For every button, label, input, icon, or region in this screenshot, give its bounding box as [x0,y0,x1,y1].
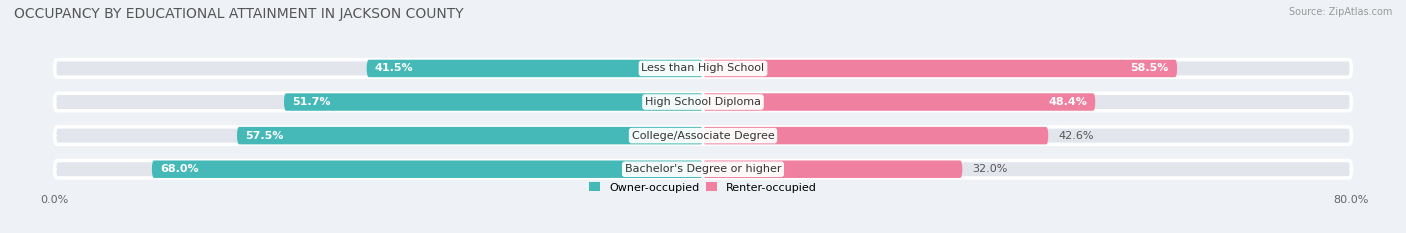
FancyBboxPatch shape [238,127,703,144]
Text: High School Diploma: High School Diploma [645,97,761,107]
Text: 42.6%: 42.6% [1057,131,1094,141]
FancyBboxPatch shape [703,161,962,178]
FancyBboxPatch shape [703,93,1095,111]
FancyBboxPatch shape [55,127,1351,144]
Legend: Owner-occupied, Renter-occupied: Owner-occupied, Renter-occupied [585,178,821,197]
Text: 48.4%: 48.4% [1049,97,1087,107]
FancyBboxPatch shape [55,161,1351,178]
Text: 51.7%: 51.7% [292,97,330,107]
Text: Bachelor's Degree or higher: Bachelor's Degree or higher [624,164,782,174]
FancyBboxPatch shape [703,127,1049,144]
FancyBboxPatch shape [55,60,1351,77]
Text: OCCUPANCY BY EDUCATIONAL ATTAINMENT IN JACKSON COUNTY: OCCUPANCY BY EDUCATIONAL ATTAINMENT IN J… [14,7,464,21]
Text: Less than High School: Less than High School [641,63,765,73]
Text: 68.0%: 68.0% [160,164,198,174]
FancyBboxPatch shape [367,60,703,77]
Text: 41.5%: 41.5% [375,63,413,73]
Text: 32.0%: 32.0% [972,164,1008,174]
FancyBboxPatch shape [152,161,703,178]
Text: College/Associate Degree: College/Associate Degree [631,131,775,141]
FancyBboxPatch shape [703,60,1177,77]
Text: 57.5%: 57.5% [245,131,284,141]
Text: 58.5%: 58.5% [1130,63,1168,73]
FancyBboxPatch shape [55,93,1351,111]
FancyBboxPatch shape [284,93,703,111]
Text: Source: ZipAtlas.com: Source: ZipAtlas.com [1288,7,1392,17]
